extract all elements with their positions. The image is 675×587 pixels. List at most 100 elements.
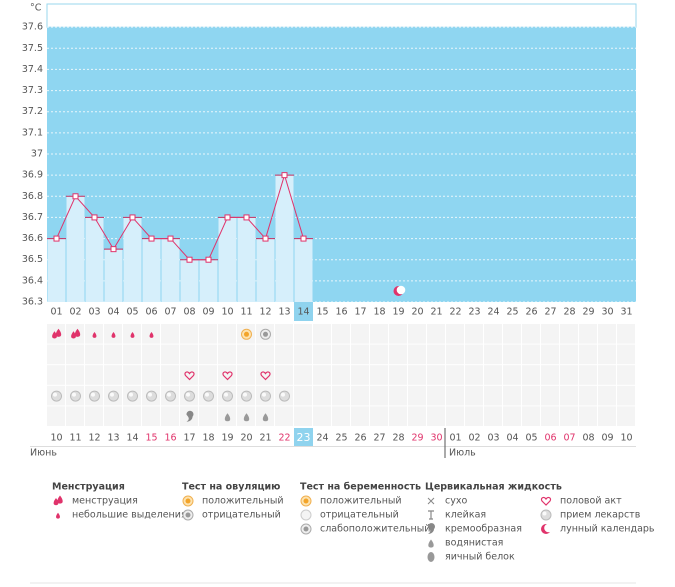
icon-pill (203, 390, 214, 402)
pill (241, 390, 252, 402)
heart (540, 496, 552, 506)
date-label: 18 (202, 433, 214, 444)
grid-cell (370, 344, 388, 365)
grid-cell (598, 324, 616, 344)
grid-cell (484, 344, 502, 365)
icon-watery (428, 539, 434, 548)
point (262, 235, 269, 242)
icon-pill (540, 509, 552, 521)
legend-title: Тест на овуляцию (182, 482, 280, 493)
grid-cell (560, 406, 578, 426)
grid-cell (579, 344, 597, 365)
grid-cell (218, 324, 236, 344)
grid-cell (85, 365, 103, 385)
legend-label: отрицательный (320, 510, 399, 521)
dot (185, 512, 191, 518)
comma (186, 410, 194, 422)
icon-pill (241, 390, 252, 402)
grid-cell (408, 406, 426, 426)
column (180, 259, 199, 302)
date-label: 26 (354, 433, 366, 444)
grid-cell (256, 344, 274, 365)
grid-cell (541, 406, 559, 426)
date-label: 15 (145, 433, 157, 444)
dot (263, 331, 268, 337)
grid-cell (389, 365, 407, 385)
grid-cell (465, 324, 483, 344)
shine (224, 392, 228, 397)
day-label: 18 (373, 307, 385, 318)
grid-cell (522, 324, 540, 344)
grid-cell (161, 406, 179, 426)
date-label: 01 (449, 433, 461, 444)
day-label: 14 (297, 307, 309, 318)
column (237, 217, 256, 302)
icon-pill (127, 390, 138, 402)
grid-cell (503, 406, 521, 426)
point (110, 246, 117, 253)
grid-cell (104, 365, 122, 385)
legend-label: лунный календарь (560, 524, 655, 535)
grid-cell (313, 385, 331, 406)
day-label: 07 (164, 307, 176, 318)
legend-label: небольшие выделения (72, 510, 187, 521)
grid-cell (484, 365, 502, 385)
grid-cell (332, 385, 350, 406)
grid-cell (104, 344, 122, 365)
day-highlight (294, 302, 313, 321)
drop (71, 331, 76, 339)
day-label: 16 (335, 307, 347, 318)
icon-sex (540, 496, 552, 506)
y-tick-label: 36.5 (22, 254, 43, 265)
day-label: 28 (563, 307, 575, 318)
day-label: 12 (259, 307, 271, 318)
point (148, 235, 155, 242)
grid-cell (123, 365, 141, 385)
point (205, 256, 212, 263)
date-label: 16 (164, 433, 176, 444)
grid-cell (503, 324, 521, 344)
day-label: 17 (354, 307, 366, 318)
grid-cell (275, 365, 293, 385)
pill (279, 390, 290, 402)
grid-cell (598, 406, 616, 426)
grid-cell (617, 385, 635, 406)
legend-title: Тест на беременность (300, 482, 421, 493)
shine (129, 392, 133, 397)
legend-label: прием лекарств (560, 510, 641, 521)
grid-cell (484, 385, 502, 406)
y-tick-label: 36.7 (22, 212, 43, 223)
grid-cell (484, 324, 502, 344)
date-label: 11 (69, 433, 81, 444)
day-label: 30 (601, 307, 613, 318)
grid-cell (142, 406, 160, 426)
tee (428, 510, 434, 520)
icon-watery (224, 413, 231, 422)
day-label: 25 (506, 307, 518, 318)
comma (427, 523, 435, 534)
date-label: 27 (373, 433, 385, 444)
pill (165, 390, 176, 402)
date-label: 10 (620, 433, 632, 444)
grid-cell (332, 324, 350, 344)
column (66, 196, 85, 302)
grid-cell (408, 365, 426, 385)
y-tick-label: 36.8 (22, 191, 43, 202)
y-tick-label: 36.3 (22, 297, 43, 308)
grid-cell (579, 406, 597, 426)
day-label: 29 (582, 307, 594, 318)
grid-cell (560, 385, 578, 406)
icon-spotting (56, 512, 60, 519)
icon-pill (184, 390, 195, 402)
date-label: 03 (487, 433, 499, 444)
icon-watery (243, 413, 250, 422)
column (123, 217, 142, 302)
icon-menstruation (52, 328, 62, 339)
grid-cell (617, 406, 635, 426)
day-label: 01 (50, 307, 62, 318)
grid-cell (579, 365, 597, 385)
grid-cell (313, 324, 331, 344)
grid-cell (123, 344, 141, 365)
grid-cell (446, 344, 464, 365)
month-label: Июль (449, 448, 476, 459)
